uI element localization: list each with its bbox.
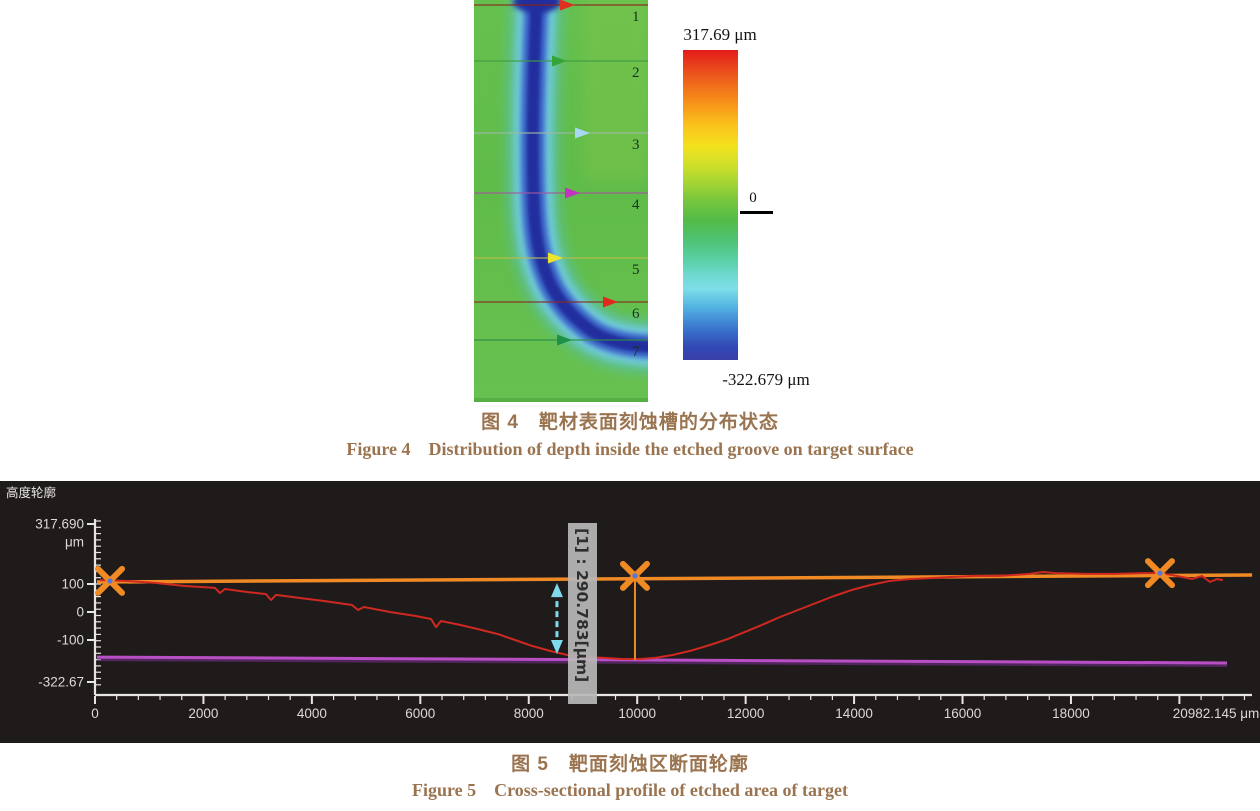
x-tick-label: 6000 bbox=[405, 706, 435, 721]
measurement-arrow-up-icon bbox=[550, 583, 563, 598]
colorbar-min-label: -322.679 μm bbox=[722, 370, 810, 389]
x-tick-label: 2000 bbox=[188, 706, 218, 721]
upper-reference-line bbox=[96, 573, 1253, 584]
colorbar-gradient bbox=[683, 50, 738, 360]
cross-marker-center-dot bbox=[1157, 570, 1163, 576]
profile-curves bbox=[96, 571, 1253, 667]
cross-marker-icon bbox=[1144, 558, 1175, 589]
measurement-value-label: [1] : 290.783[μm] bbox=[573, 528, 591, 682]
cross-marker-icon bbox=[95, 565, 126, 596]
scan-arrow-icon-1 bbox=[560, 0, 575, 11]
y-tick-label: μm bbox=[65, 535, 84, 550]
colorbar-zero-tick bbox=[740, 211, 773, 214]
scan-lines-group: 1 2 3 4 5 6 7 bbox=[474, 0, 648, 360]
scan-arrow-icon-6 bbox=[603, 296, 618, 308]
figure5-caption-zh: 图 5 靶面刻蚀区断面轮廓 bbox=[511, 754, 749, 775]
measurement-value-box bbox=[568, 523, 597, 704]
x-tick-label: 16000 bbox=[944, 706, 982, 721]
colorbar-max-label: 317.69 μm bbox=[683, 25, 757, 44]
y-tick-label: -100 bbox=[57, 633, 84, 648]
figure5-panel: 高度轮廓 317.690 μm 100 0 -100 -322.67 0 2000 4000 6… bbox=[0, 481, 1260, 743]
x-tick-label: 10000 bbox=[618, 706, 656, 721]
y-tick-label: 100 bbox=[61, 577, 84, 592]
heatmap-light-patch bbox=[584, 0, 648, 180]
y-tick-label: 0 bbox=[76, 605, 84, 620]
scan-line-number-4: 4 bbox=[632, 197, 640, 213]
heatmap-bottom-edge bbox=[474, 398, 648, 402]
y-axis-ruler: 317.690 μm 100 0 -100 -322.67 bbox=[35, 517, 101, 695]
y-tick-label: -322.67 bbox=[38, 675, 84, 690]
x-tick-label: 4000 bbox=[297, 706, 327, 721]
etched-groove-heatmap: 1 2 3 4 5 6 7 bbox=[474, 0, 648, 402]
scan-line-number-2: 2 bbox=[632, 65, 640, 81]
groove-core bbox=[526, 0, 648, 353]
scan-arrow-icon-5 bbox=[548, 252, 563, 264]
chart-title: 高度轮廓 bbox=[6, 485, 56, 500]
cross-marker-center-dot bbox=[107, 578, 113, 584]
scan-line-number-1: 1 bbox=[632, 9, 640, 25]
groove-top-blob bbox=[513, 0, 561, 13]
y-tick-label: 317.690 bbox=[35, 517, 84, 532]
x-tick-label: 12000 bbox=[727, 706, 765, 721]
x-axis-end-label: 20982.145 μm bbox=[1173, 706, 1260, 721]
figure4-caption-zh: 图 4 靶材表面刻蚀槽的分布状态 bbox=[481, 412, 779, 433]
scan-arrow-icon-2 bbox=[552, 55, 567, 67]
cross-marker-center-dot bbox=[632, 573, 638, 579]
x-tick-label: 14000 bbox=[835, 706, 873, 721]
figure5-caption-en: Figure 5 Cross-sectional profile of etch… bbox=[411, 780, 849, 800]
x-tick-label: 8000 bbox=[514, 706, 544, 721]
profile-curve bbox=[99, 571, 1224, 660]
scan-arrow-icon-3 bbox=[575, 127, 590, 139]
scan-line-number-5: 5 bbox=[632, 262, 640, 278]
height-profile-chart: 高度轮廓 317.690 μm 100 0 -100 -322.67 0 2000 4000 6… bbox=[6, 485, 1260, 721]
lower-reference-line bbox=[96, 655, 1228, 665]
x-tick-label: 18000 bbox=[1052, 706, 1090, 721]
measurement-arrow-down-icon bbox=[550, 640, 563, 655]
x-axis-ruler: 0 2000 4000 6000 8000 10000 12000 14000 16000 180… bbox=[91, 693, 1260, 721]
cross-marker-icon bbox=[619, 560, 650, 591]
scan-arrow-icon-4 bbox=[565, 187, 580, 199]
scan-line-number-3: 3 bbox=[632, 137, 640, 153]
measurement-annotations: [1] : 290.783[μm] bbox=[95, 523, 1175, 704]
figure4-caption-en: Figure 4 Distribution of depth inside th… bbox=[346, 439, 914, 459]
scan-arrow-icon-7 bbox=[557, 334, 572, 346]
groove-band bbox=[506, 0, 648, 373]
scan-line-number-6: 6 bbox=[632, 306, 640, 322]
x-tick-label: 0 bbox=[91, 706, 99, 721]
colorbar-zero-label: 0 bbox=[749, 190, 757, 206]
scan-line-number-7: 7 bbox=[632, 344, 640, 360]
